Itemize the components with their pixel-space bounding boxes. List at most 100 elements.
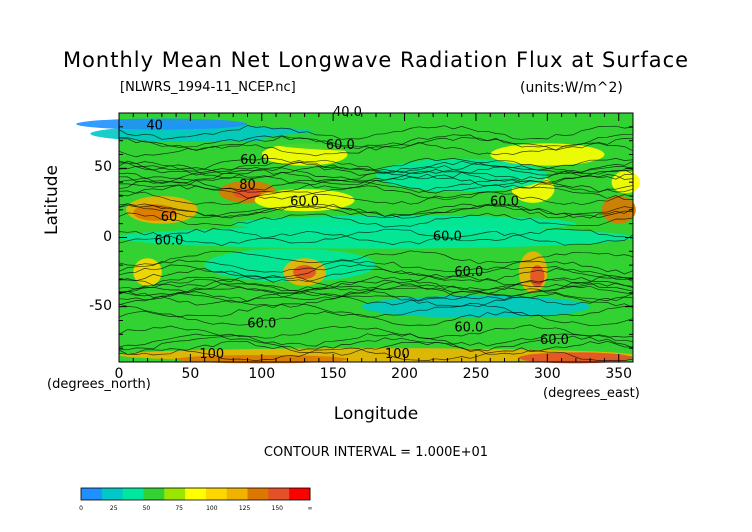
contour-line <box>118 177 634 193</box>
contour-line <box>118 203 634 219</box>
colorbar-tick-label: 25 <box>109 505 118 512</box>
colorbar-swatch <box>81 488 103 500</box>
contour-line <box>118 303 634 318</box>
colorbar-swatch <box>143 488 165 500</box>
colorbar-swatch <box>122 488 144 500</box>
field-region <box>601 196 636 224</box>
contour-line <box>118 259 634 275</box>
contour-line <box>118 190 634 206</box>
contour-label: 60 <box>161 210 178 225</box>
contour-line <box>118 310 634 326</box>
contour-label: 40.0 <box>333 105 362 120</box>
contour-line <box>118 293 634 308</box>
chart-title: Monthly Mean Net Longwave Radiation Flux… <box>62 48 690 72</box>
colorbar-swatch <box>101 488 124 500</box>
x-tick-label: 350 <box>605 366 633 382</box>
contour-line <box>118 169 634 185</box>
colorbar-tick-label: 75 <box>175 505 183 512</box>
contour-label: 80 <box>239 178 256 193</box>
colorbar-swatch <box>185 488 207 500</box>
contour-label: 40 <box>146 119 163 134</box>
y-unit-label: (degrees_north) <box>47 377 151 392</box>
y-tick-label: 50 <box>94 159 112 176</box>
colorbar-swatch <box>247 488 269 500</box>
x-tick-label: 150 <box>319 366 347 382</box>
colorbar-tick-label: 0 <box>79 505 83 512</box>
contour-label: 60.0 <box>454 321 483 336</box>
field-region <box>261 129 548 152</box>
contour-line <box>118 133 633 150</box>
y-axis-label: Latitude <box>42 165 62 235</box>
x-axis-label: Longitude <box>333 404 419 424</box>
contour-label: 60.0 <box>540 333 569 348</box>
contour-line <box>118 286 634 302</box>
x-tick-label: 200 <box>391 366 418 382</box>
contour-line <box>118 268 634 283</box>
x-unit-label: (degrees_east) <box>543 386 640 401</box>
field-region <box>293 265 317 280</box>
contour-line <box>118 157 634 171</box>
contour-line <box>119 135 634 151</box>
contour-line <box>118 125 634 140</box>
colorbar-swatch <box>205 488 228 500</box>
contour-line <box>118 282 634 297</box>
contour-line <box>118 203 634 219</box>
contour-line <box>118 212 634 228</box>
colorbar-tick-label: ∞ <box>307 505 313 512</box>
contour-label: 100 <box>199 347 224 362</box>
contour-line <box>118 290 634 306</box>
colorbar-swatch <box>268 488 290 500</box>
colorbar-tick-label: 50 <box>142 505 151 512</box>
colorbar-swatch <box>289 488 311 500</box>
x-tick-label: 100 <box>248 366 276 382</box>
contour-line <box>118 230 634 246</box>
contour-label: 60.0 <box>433 229 462 244</box>
field-region <box>490 143 605 166</box>
colorbar-frame <box>80 487 311 501</box>
x-tick-label: 250 <box>462 366 490 382</box>
contour-line <box>118 164 634 180</box>
x-tick-label: 0 <box>114 366 124 382</box>
colorbar-tick-label: 150 <box>271 505 283 512</box>
contour-label: 60.0 <box>154 233 183 248</box>
contour-line <box>118 228 634 244</box>
contour-label: 100 <box>385 347 410 362</box>
contour-label: 60.0 <box>454 265 483 280</box>
y-tick-label: 0 <box>103 228 112 245</box>
y-tick-label: -50 <box>89 297 112 314</box>
colorbar-swatch <box>226 488 249 500</box>
contour-label: 60.0 <box>490 195 519 210</box>
contour-line <box>118 333 634 348</box>
colorbar-tick-label: 125 <box>238 505 251 512</box>
contour-line <box>118 335 634 352</box>
field-region <box>133 258 162 286</box>
contour-line <box>118 274 634 289</box>
contour-line <box>118 264 634 280</box>
contour-line <box>118 278 634 294</box>
contour-line <box>118 324 634 340</box>
contour-label: 60.0 <box>290 195 319 210</box>
contour-line <box>118 340 633 356</box>
contour-line <box>118 165 634 181</box>
x-tick-label: 50 <box>181 366 200 382</box>
contour-line <box>118 347 634 361</box>
contour-line <box>119 173 634 189</box>
contour-label: 60.0 <box>326 138 355 153</box>
contour-line <box>118 203 634 219</box>
colorbar-tick-label: 100 <box>206 505 218 512</box>
units-label: (units:W/m^2) <box>520 80 623 96</box>
contour-line <box>118 142 634 158</box>
contour-line <box>118 276 634 292</box>
contour-label: 60.0 <box>247 316 276 331</box>
field-region <box>233 187 262 199</box>
field-region <box>530 265 545 288</box>
colorbar-swatch <box>164 488 186 500</box>
file-label: [NLWRS_1994-11_NCEP.nc] <box>120 80 296 95</box>
contour-interval-text: CONTOUR INTERVAL = 1.000E+01 <box>263 445 489 460</box>
contour-line <box>118 250 634 266</box>
contour-label: 60.0 <box>240 153 269 168</box>
field-region <box>119 226 633 249</box>
field-region <box>233 215 576 232</box>
x-tick-label: 300 <box>533 366 561 382</box>
